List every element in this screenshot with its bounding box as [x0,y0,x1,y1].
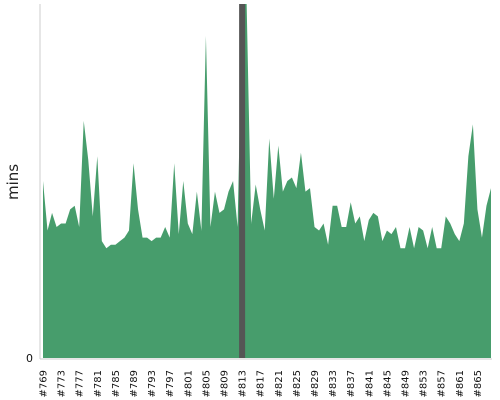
x-tick-label-23: #861 [455,370,466,397]
x-tick-label-5: #789 [129,370,140,397]
x-tick-label-2: #777 [75,370,86,397]
x-tick-label-0: #769 [39,370,50,397]
x-tick-label-21: #853 [419,370,430,397]
highlight-bar [239,4,246,358]
x-tick-label-10: #809 [220,370,231,397]
x-tick-label-15: #829 [310,370,321,397]
y-tick-label-0: 0 [26,352,33,365]
area-series [43,4,491,358]
x-tick-label-13: #821 [274,370,285,397]
x-tick-label-7: #797 [165,370,176,397]
x-tick-label-8: #801 [183,370,194,397]
x-tick-label-12: #817 [256,370,267,397]
x-tick-label-14: #825 [292,370,303,397]
x-tick-label-24: #865 [473,370,484,397]
x-tick-label-9: #805 [201,370,212,397]
x-tick-label-16: #833 [328,370,339,397]
x-tick-label-6: #793 [147,370,158,397]
x-tick-label-4: #785 [111,370,122,397]
x-tick-label-1: #773 [57,370,68,397]
y-axis-label: mins [4,164,22,200]
x-tick-label-19: #845 [382,370,393,397]
x-tick-label-11: #813 [238,370,249,397]
x-tick-label-3: #781 [93,370,104,397]
x-tick-label-20: #849 [401,370,412,397]
x-tick-label-18: #841 [364,370,375,397]
x-tick-label-22: #857 [437,370,448,397]
x-tick-label-17: #837 [346,370,357,397]
